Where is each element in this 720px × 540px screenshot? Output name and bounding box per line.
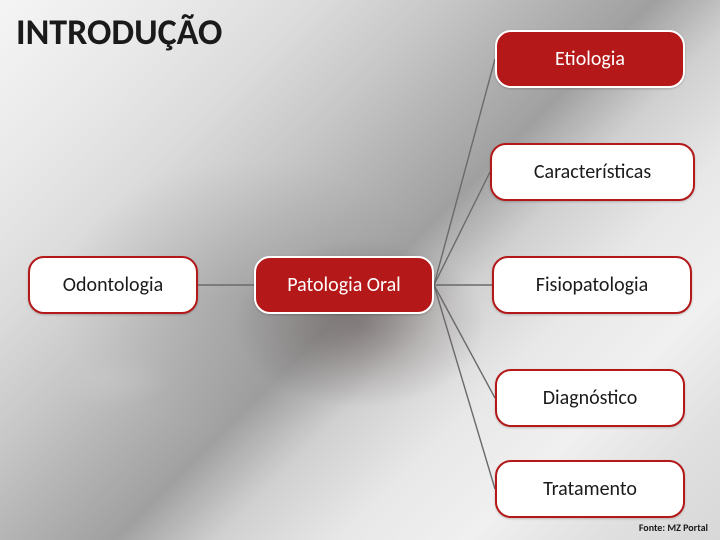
node-level1-label: Odontologia xyxy=(63,273,163,297)
node-level3-3-label: Diagnóstico xyxy=(543,386,638,410)
node-level3-0: Etiologia xyxy=(495,30,685,88)
node-level3-4: Tratamento xyxy=(495,460,685,518)
node-level3-1: Características xyxy=(490,143,695,201)
node-level3-2-label: Fisiopatologia xyxy=(536,273,648,297)
source-note: Fonte: MZ Portal xyxy=(639,521,708,534)
node-level3-3: Diagnóstico xyxy=(495,369,685,427)
slide-canvas: INTRODUÇÃO OdontologiaPatologia OralEtio… xyxy=(0,0,720,540)
node-level3-4-label: Tratamento xyxy=(543,477,637,501)
node-level3-2: Fisiopatologia xyxy=(492,256,692,314)
node-level3-0-label: Etiologia xyxy=(555,47,625,71)
node-level2-label: Patologia Oral xyxy=(287,273,401,297)
node-level1: Odontologia xyxy=(28,256,198,314)
node-level3-1-label: Características xyxy=(534,160,651,184)
node-level2: Patologia Oral xyxy=(254,256,434,314)
